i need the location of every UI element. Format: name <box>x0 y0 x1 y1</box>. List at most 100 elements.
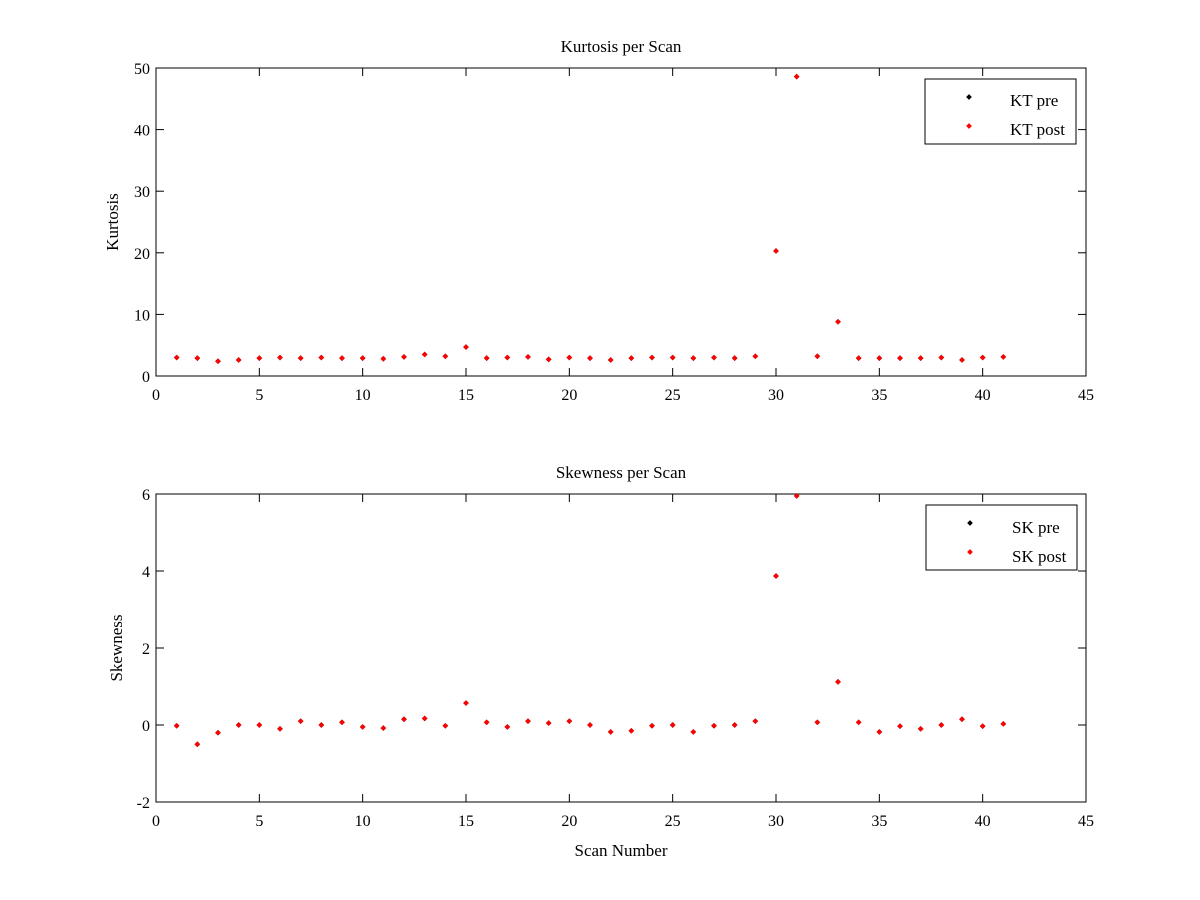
skewness-point-post <box>504 724 511 730</box>
kurtosis-point-post <box>1000 354 1007 360</box>
skewness-point-post <box>587 722 593 728</box>
skewness-point-post <box>215 729 221 736</box>
skewness-point-post <box>380 725 387 731</box>
skewness-xlabel: Scan Number <box>574 841 667 860</box>
kurtosis-point-post <box>401 354 407 360</box>
kurtosis-legend-marker-post <box>966 123 972 129</box>
kurtosis-x-tick-label: 45 <box>1078 387 1094 404</box>
kurtosis-y-tick-label: 40 <box>134 123 150 140</box>
skewness-point-post <box>421 715 428 722</box>
skewness-point-post <box>897 723 903 729</box>
skewness-point-post <box>339 719 345 726</box>
kurtosis-point-post <box>814 353 821 360</box>
kurtosis-point-post <box>256 355 263 361</box>
kurtosis-x-tick-label: 30 <box>768 387 784 404</box>
kurtosis-y-ticks: 0 10 20 30 40 50 <box>134 61 1086 386</box>
skewness-point-post <box>855 719 862 726</box>
skewness-point-post <box>463 700 469 706</box>
kurtosis-x-ticks: 0 5 10 15 20 25 30 35 40 45 <box>152 68 1094 404</box>
skewness-point-post <box>628 727 635 734</box>
skewness-title: Skewness per Scan <box>556 463 687 482</box>
skewness-chart: Skewness per Scan Skewness Scan Number 0… <box>107 463 1094 860</box>
skewness-point-post <box>566 718 573 724</box>
skewness-x-tick-label: 30 <box>768 813 784 830</box>
skewness-point-post <box>483 719 490 726</box>
skewness-x-tick-label: 0 <box>152 813 160 830</box>
kurtosis-point-post <box>793 73 800 80</box>
kurtosis-point-post <box>649 354 655 361</box>
kurtosis-point-post <box>835 318 841 325</box>
skewness-point-post <box>525 718 531 724</box>
skewness-legend-label-post: SK post <box>1012 547 1067 566</box>
skewness-point-post <box>876 729 883 735</box>
skewness-point-post <box>731 722 738 728</box>
kurtosis-x-tick-label: 5 <box>255 387 263 404</box>
kurtosis-point-post <box>979 354 986 361</box>
skewness-point-post <box>401 716 407 723</box>
kurtosis-x-tick-label: 25 <box>665 387 681 404</box>
kurtosis-point-post <box>380 355 387 362</box>
kurtosis-legend-marker-pre <box>966 94 972 100</box>
kurtosis-point-post <box>752 353 759 360</box>
kurtosis-point-post <box>297 355 304 361</box>
kurtosis-point-post <box>339 355 345 361</box>
skewness-point-post <box>917 726 924 732</box>
kurtosis-point-post <box>525 354 531 360</box>
kurtosis-point-post <box>711 354 717 361</box>
skewness-point-post <box>979 723 986 729</box>
skewness-point-post <box>607 729 614 735</box>
kurtosis-point-post <box>917 355 924 361</box>
kurtosis-point-post <box>587 355 593 361</box>
skewness-point-post <box>814 719 821 726</box>
kurtosis-point-post <box>607 357 614 363</box>
kurtosis-point-post <box>194 355 201 361</box>
kurtosis-point-post <box>504 354 511 361</box>
skewness-legend-box <box>925 504 1078 571</box>
kurtosis-point-post <box>483 355 490 361</box>
skewness-x-tick-label: 40 <box>975 813 991 830</box>
skewness-point-post <box>173 722 180 729</box>
kurtosis-point-post <box>959 357 965 363</box>
kurtosis-y-tick-label: 0 <box>142 369 150 386</box>
kurtosis-point-post <box>773 248 779 254</box>
kurtosis-ylabel: Kurtosis <box>103 193 122 251</box>
skewness-point-post <box>442 722 449 729</box>
kurtosis-point-post <box>442 353 449 360</box>
kurtosis-points <box>173 73 1007 365</box>
skewness-point-post <box>938 722 945 728</box>
skewness-point-post <box>359 724 366 730</box>
skewness-y-tick-label: 4 <box>142 564 150 581</box>
kurtosis-point-post <box>897 355 903 361</box>
kurtosis-point-post <box>235 357 242 363</box>
skewness-point-post <box>649 722 655 729</box>
kurtosis-legend: KT pre KT post <box>924 78 1077 145</box>
skewness-point-post <box>235 722 242 728</box>
kurtosis-legend-label-pre: KT pre <box>1010 91 1058 110</box>
skewness-point-post <box>959 716 965 723</box>
skewness-x-tick-label: 5 <box>255 813 263 830</box>
skewness-x-tick-label: 10 <box>355 813 371 830</box>
kurtosis-point-post <box>277 354 283 361</box>
skewness-points <box>173 493 1007 748</box>
kurtosis-x-tick-label: 40 <box>975 387 991 404</box>
kurtosis-point-post <box>545 356 552 363</box>
kurtosis-legend-box <box>924 78 1077 145</box>
skewness-point-post <box>752 718 759 724</box>
skewness-x-tick-label: 15 <box>458 813 474 830</box>
kurtosis-point-post <box>690 355 697 361</box>
skewness-point-post <box>711 722 717 729</box>
kurtosis-x-tick-label: 35 <box>871 387 887 404</box>
skewness-point-post <box>773 573 779 579</box>
kurtosis-point-post <box>463 344 469 350</box>
kurtosis-point-post <box>318 354 325 361</box>
kurtosis-point-post <box>855 355 862 361</box>
skewness-ylabel: Skewness <box>107 614 126 681</box>
skewness-y-tick-label: 2 <box>142 641 150 658</box>
skewness-point-post <box>690 729 697 735</box>
skewness-point-post <box>835 679 841 685</box>
kurtosis-title: Kurtosis per Scan <box>561 37 682 56</box>
kurtosis-point-post <box>876 355 883 361</box>
kurtosis-point-post <box>215 358 221 365</box>
kurtosis-y-tick-label: 20 <box>134 246 150 263</box>
